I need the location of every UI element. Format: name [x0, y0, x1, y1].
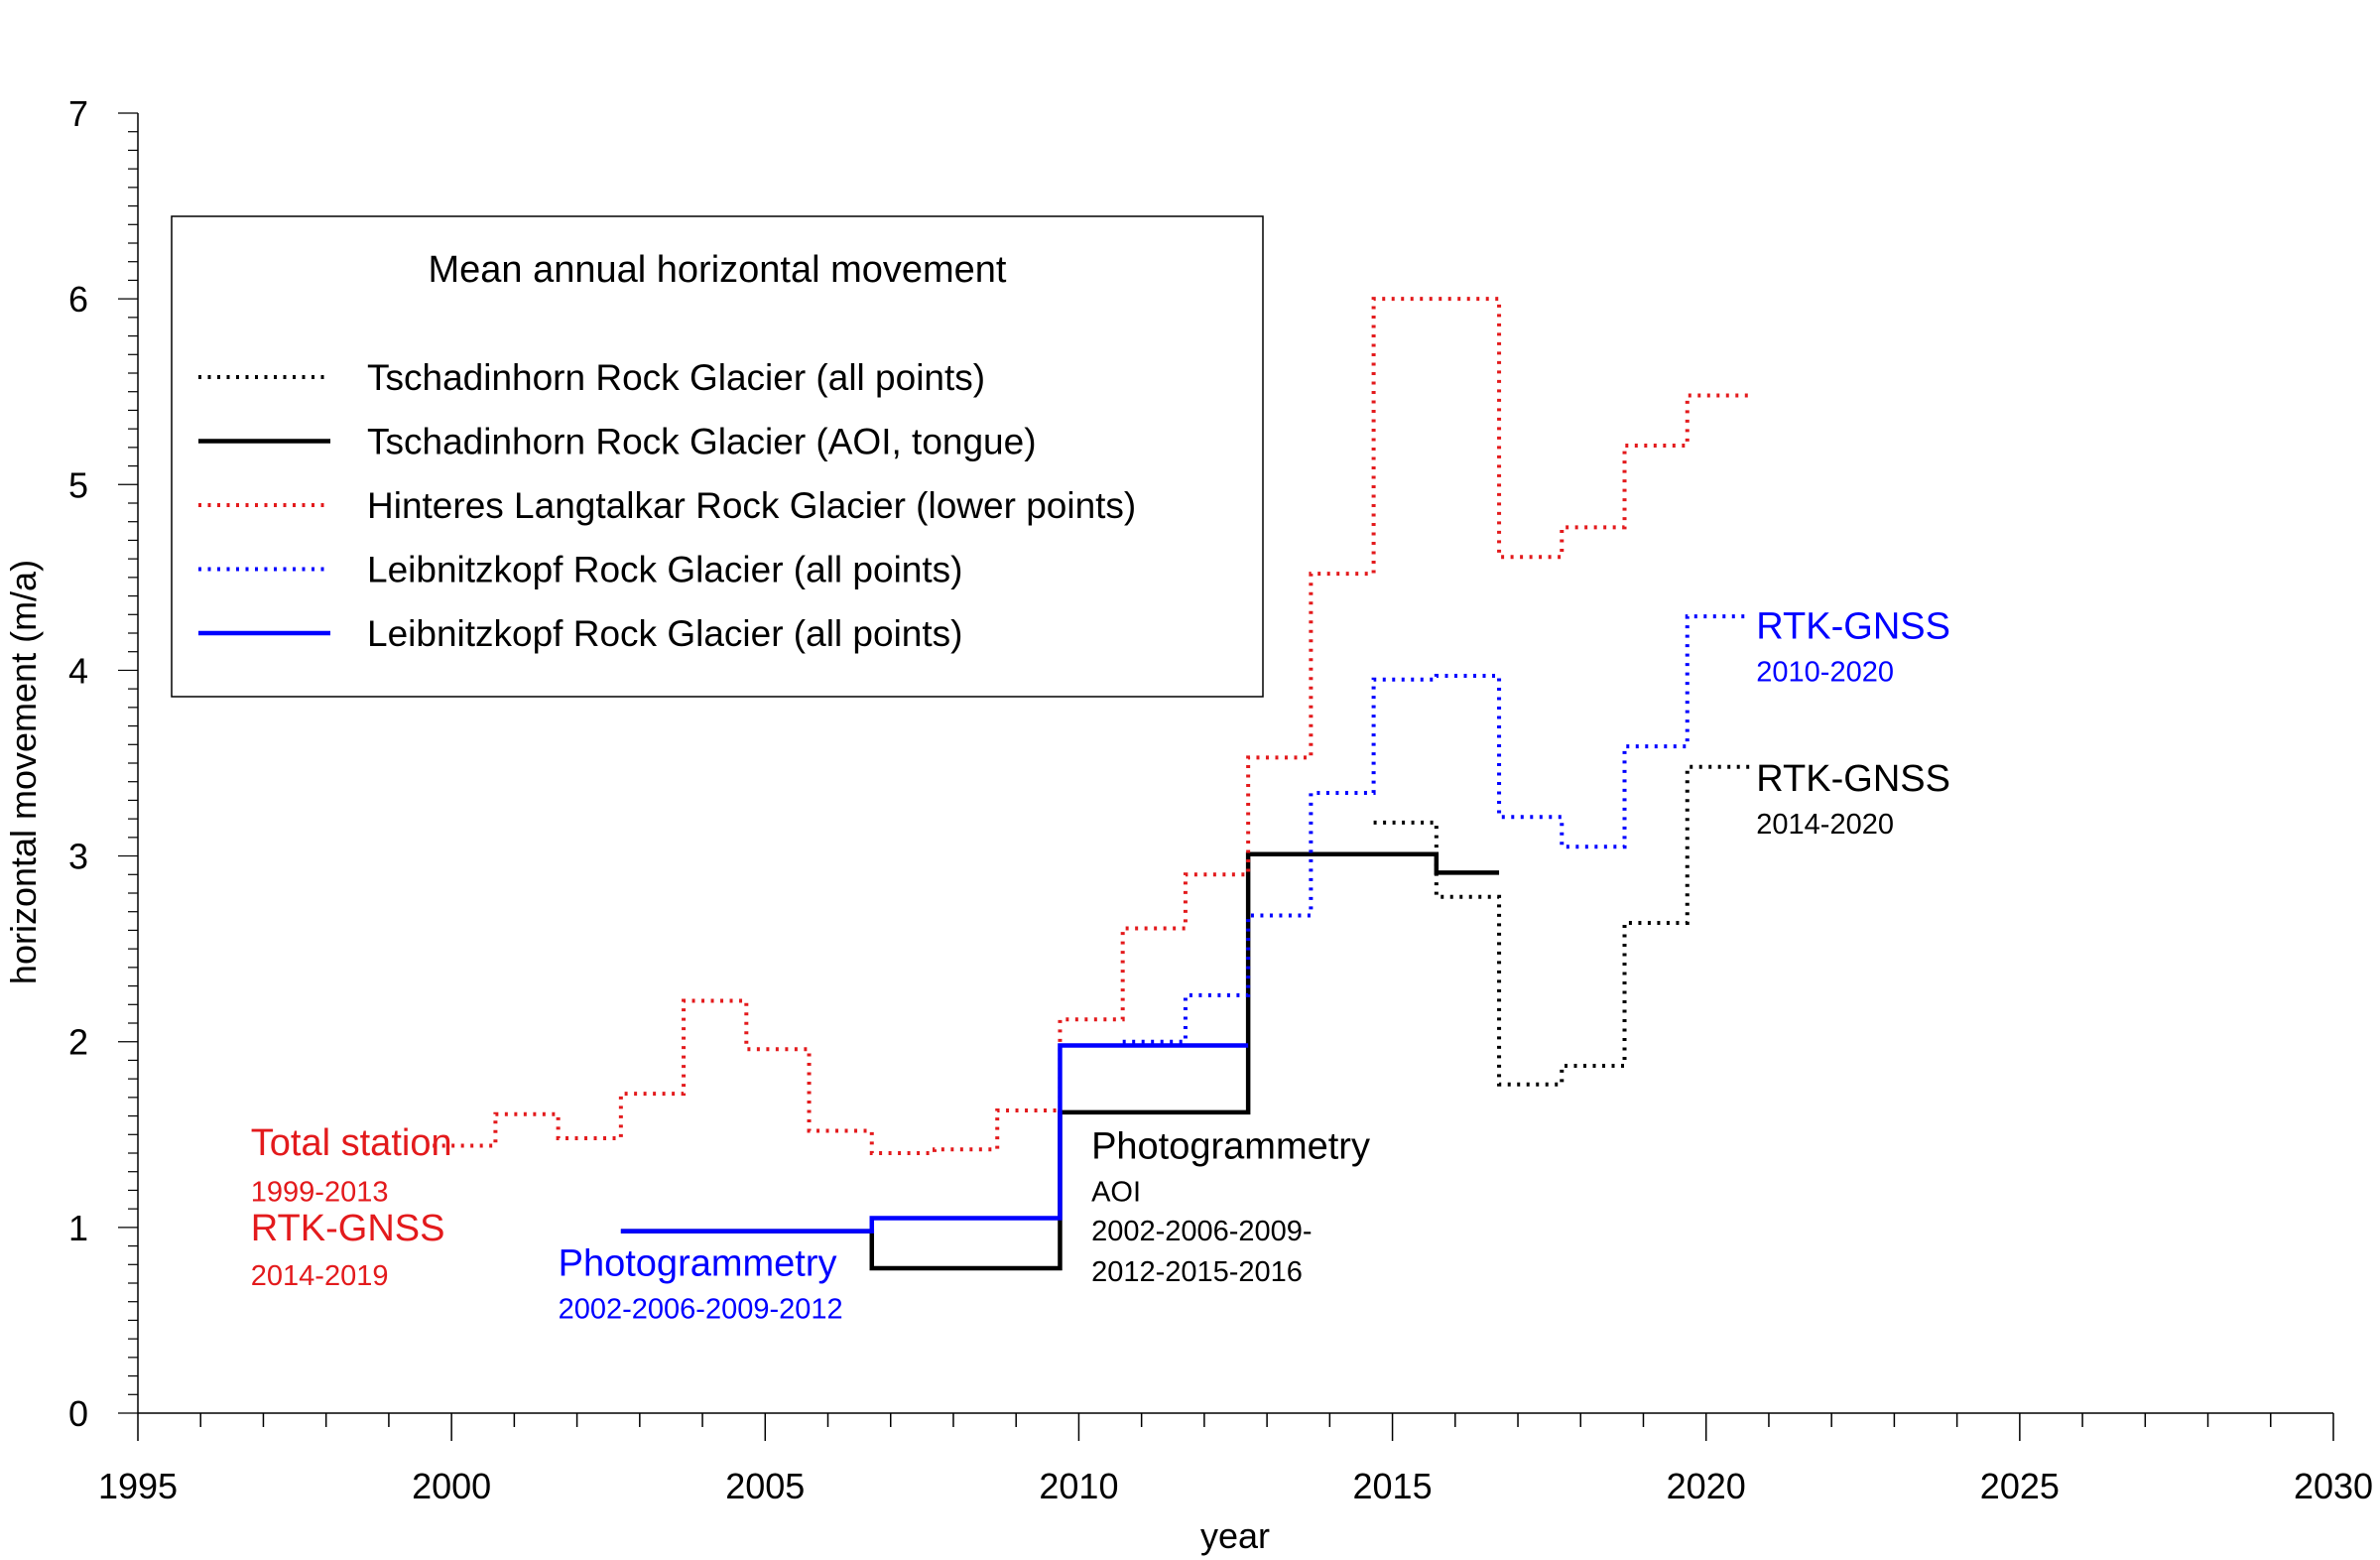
- x-tick-label: 2020: [1667, 1466, 1746, 1506]
- legend-label-5: Leibnitzkopf Rock Glacier (all points): [367, 613, 962, 654]
- legend: Mean annual horizontal movement Tschadin…: [171, 215, 1264, 698]
- x-axis-label: year: [1200, 1515, 1270, 1556]
- y-tick-label: 2: [68, 1022, 88, 1063]
- legend-label-2: Tschadinhorn Rock Glacier (AOI, tongue): [367, 422, 1037, 462]
- annotation-total-station-years: 1999-2013: [251, 1177, 389, 1209]
- series-line-3: [433, 297, 1750, 1155]
- legend-label-1: Tschadinhorn Rock Glacier (all points): [367, 357, 985, 398]
- annotation-rtk-gnss-blue-years: 2010-2020: [1756, 657, 1894, 689]
- y-tick-label: 6: [68, 279, 88, 320]
- x-tick-label: 2005: [725, 1466, 805, 1506]
- annotation-rtk-gnss-red-years: 2014-2019: [251, 1260, 389, 1292]
- x-tick-label: 1995: [98, 1466, 178, 1506]
- legend-title: Mean annual horizontal movement: [428, 249, 1006, 291]
- series-line-4: [1122, 614, 1750, 1044]
- annotation-rtk-gnss-red: RTK-GNSS: [251, 1208, 445, 1249]
- x-tick-label: 2030: [2294, 1466, 2373, 1506]
- annotation-photogrammetry-black-aoi: AOI: [1091, 1177, 1141, 1209]
- y-tick-label: 0: [68, 1393, 88, 1434]
- y-tick-label: 1: [68, 1208, 88, 1248]
- annotation-photogrammetry-black-years-2: 2012-2015-2016: [1091, 1256, 1303, 1288]
- y-tick-label: 4: [68, 650, 88, 691]
- x-tick-label: 2000: [412, 1466, 491, 1506]
- y-tick-label: 3: [68, 837, 88, 877]
- annotation-rtk-gnss-black: RTK-GNSS: [1756, 758, 1950, 800]
- annotation-photogrammetry-blue: Photogrammetry: [559, 1243, 837, 1285]
- annotation-rtk-gnss-blue: RTK-GNSS: [1756, 606, 1950, 648]
- annotation-total-station: Total station: [251, 1122, 452, 1164]
- legend-label-3: Hinteres Langtalkar Rock Glacier (lower …: [367, 485, 1136, 526]
- x-tick-label: 2025: [1980, 1466, 2060, 1506]
- axes: 1995 2000 2005 2010 2015 2020 2025 2030 0 1 2 3 4 5 6 7: [68, 93, 2373, 1506]
- plot-series: [433, 297, 1750, 1271]
- y-tick-label: 7: [68, 93, 88, 134]
- series-line-1: [1373, 764, 1750, 1087]
- y-tick-label: 5: [68, 464, 88, 505]
- legend-label-4: Leibnitzkopf Rock Glacier (all points): [367, 550, 962, 590]
- x-tick-label: 2015: [1353, 1466, 1433, 1506]
- y-axis-label: horizontal movement (m/a): [3, 560, 44, 984]
- legend-box: [171, 215, 1264, 698]
- x-tick-label: 2010: [1039, 1466, 1118, 1506]
- annotation-photogrammetry-blue-years: 2002-2006-2009-2012: [559, 1294, 843, 1326]
- annotation-rtk-gnss-black-years: 2014-2020: [1756, 809, 1894, 841]
- legend-entries: Tschadinhorn Rock Glacier (all points) Ts…: [198, 357, 1136, 654]
- annotation-photogrammetry-black-years-1: 2002-2006-2009-: [1091, 1216, 1313, 1247]
- series-line-5: [620, 1043, 1249, 1234]
- annotation-photogrammetry-black: Photogrammetry: [1091, 1126, 1370, 1168]
- series-line-2: [620, 851, 1500, 1271]
